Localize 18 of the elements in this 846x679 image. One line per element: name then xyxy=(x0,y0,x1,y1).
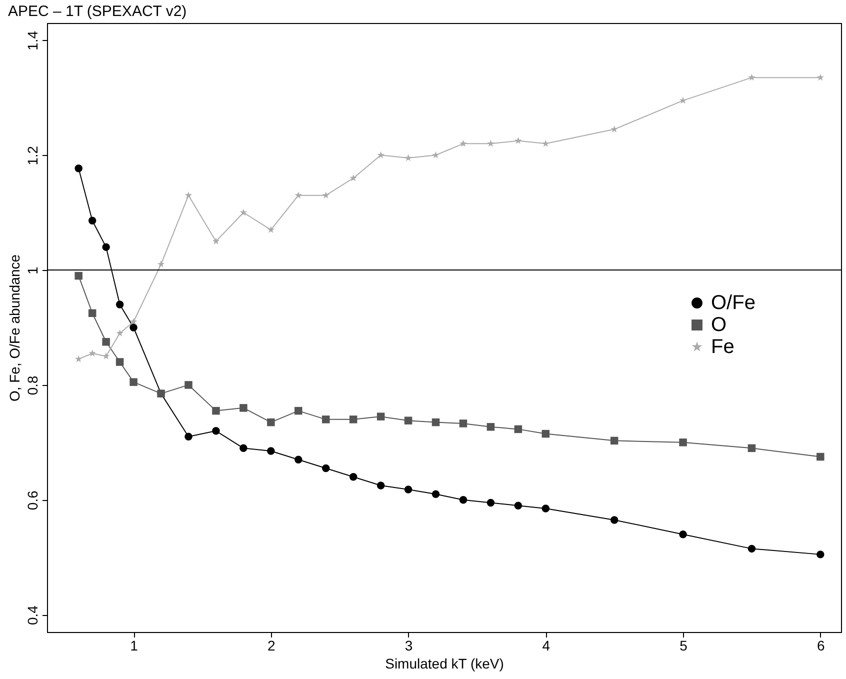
x-tick-label: 6 xyxy=(816,638,825,654)
y-tick-label: 0.6 xyxy=(24,490,40,510)
legend-label: O xyxy=(711,314,727,336)
y-tick-label: 1.4 xyxy=(24,30,40,50)
y-tick-label: 1 xyxy=(24,266,40,274)
y-tick-label: 0.8 xyxy=(24,376,40,396)
x-tick-label: 2 xyxy=(268,638,276,654)
x-tick-label: 1 xyxy=(130,638,138,654)
x-tick-label: 3 xyxy=(404,638,413,654)
chart-title: APEC – 1T (SPEXACT v2) xyxy=(8,3,187,20)
legend-label: Fe xyxy=(711,336,734,358)
legend-label: O/Fe xyxy=(711,292,756,314)
x-axis-title: Simulated kT (keV) xyxy=(385,656,504,672)
x-tick-label: 4 xyxy=(542,638,550,654)
y-axis-title: O, Fe, O/Fe abundance xyxy=(6,254,22,402)
x-tick-label: 5 xyxy=(680,638,688,654)
y-tick-label: 0.4 xyxy=(24,605,40,625)
y-tick-label: 1.2 xyxy=(24,146,40,166)
